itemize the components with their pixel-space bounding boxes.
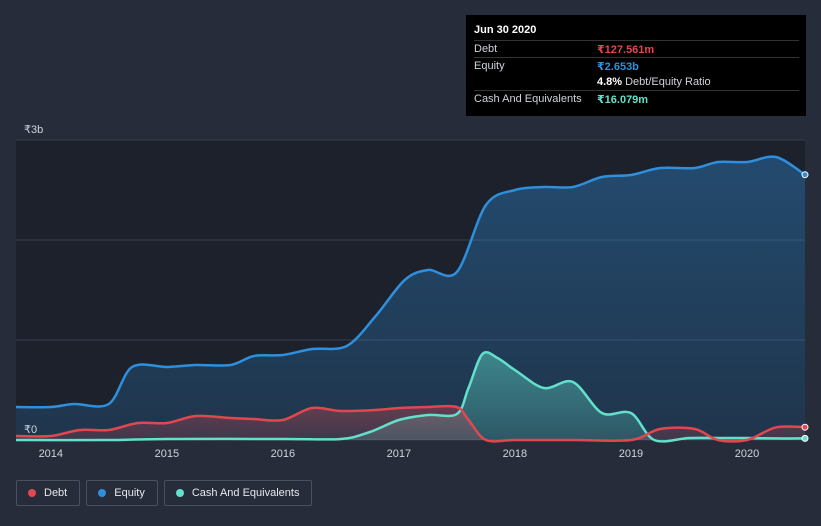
tooltip-value: ₹2.653b: [597, 60, 639, 73]
tooltip-label: Debt: [474, 43, 498, 55]
legend-label: Equity: [114, 487, 145, 499]
legend-dot-icon: [175, 489, 184, 497]
tooltip-panel: Jun 30 2020 Debt ₹127.561m Equity ₹2.653…: [466, 15, 806, 116]
x-tick-label: 2018: [503, 448, 527, 460]
y-tick-label: ₹0: [24, 424, 37, 436]
equity-line: [15, 155, 806, 409]
x-axis: 2014 2015 2016 2017 2018 2019 2020: [39, 448, 760, 460]
debt-equity-chart: ₹3b ₹0 2014 2015 2016 2017 2018 2019 2020: [15, 124, 809, 460]
debt-end-marker: [801, 423, 809, 431]
debt-area: [16, 406, 805, 442]
tooltip-ratio-label: Debt/Equity Ratio: [625, 76, 711, 88]
x-tick-label: 2016: [271, 448, 295, 460]
tooltip-value: 4.8%: [597, 76, 623, 88]
legend-label: Cash And Equivalents: [191, 487, 300, 499]
tooltip-row-cash: Cash And Equivalents ₹16.079m: [474, 90, 799, 107]
line-layer: [15, 155, 809, 443]
x-tick-label: 2017: [387, 448, 411, 460]
cash-and-equivalents-area: [16, 352, 805, 442]
x-tick-label: 2015: [155, 448, 179, 460]
x-tick-label: 2019: [619, 448, 643, 460]
cash-and-equivalents-line: [15, 350, 806, 443]
equity-end-marker: [801, 171, 809, 179]
tooltip-row-equity: Equity ₹2.653b: [474, 57, 799, 74]
legend-dot-icon: [28, 489, 36, 497]
legend-item-debt[interactable]: Debt: [16, 480, 81, 506]
cash-and-equivalents-end-marker: [801, 434, 809, 442]
legend-item-equity[interactable]: Equity: [86, 480, 158, 506]
tooltip-label: Cash And Equivalents: [474, 93, 582, 105]
legend: Debt Equity Cash And Equivalents: [16, 480, 313, 506]
legend-dot-icon: [98, 489, 107, 497]
debt-line: [15, 404, 806, 443]
legend-label: Debt: [44, 487, 68, 499]
y-axis: ₹3b ₹0: [24, 124, 43, 436]
area-layer: [16, 156, 805, 442]
equity-area: [16, 156, 805, 440]
tooltip-label: Equity: [474, 60, 505, 72]
x-tick-label: 2014: [39, 448, 63, 460]
legend-item-cash[interactable]: Cash And Equivalents: [163, 480, 313, 506]
tooltip-date: Jun 30 2020: [474, 24, 537, 36]
tooltip-value: ₹127.561m: [597, 43, 655, 56]
y-tick-label: ₹3b: [24, 124, 43, 136]
tooltip-row-debt: Debt ₹127.561m: [474, 40, 799, 57]
tooltip-row-ratio: 4.8% Debt/Equity Ratio: [474, 74, 799, 90]
tooltip-value: ₹16.079m: [597, 93, 649, 106]
x-tick-label: 2020: [735, 448, 759, 460]
